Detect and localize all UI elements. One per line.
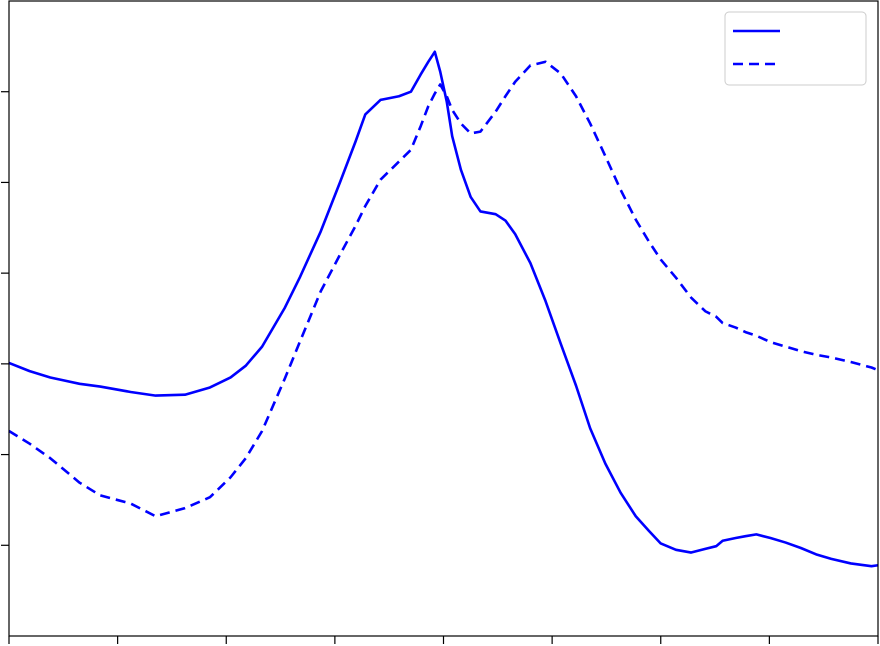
legend-box bbox=[724, 11, 867, 86]
data-line bbox=[8, 60, 879, 518]
legend bbox=[724, 11, 867, 86]
plot-frame bbox=[8, 0, 879, 637]
data-line bbox=[8, 50, 879, 568]
